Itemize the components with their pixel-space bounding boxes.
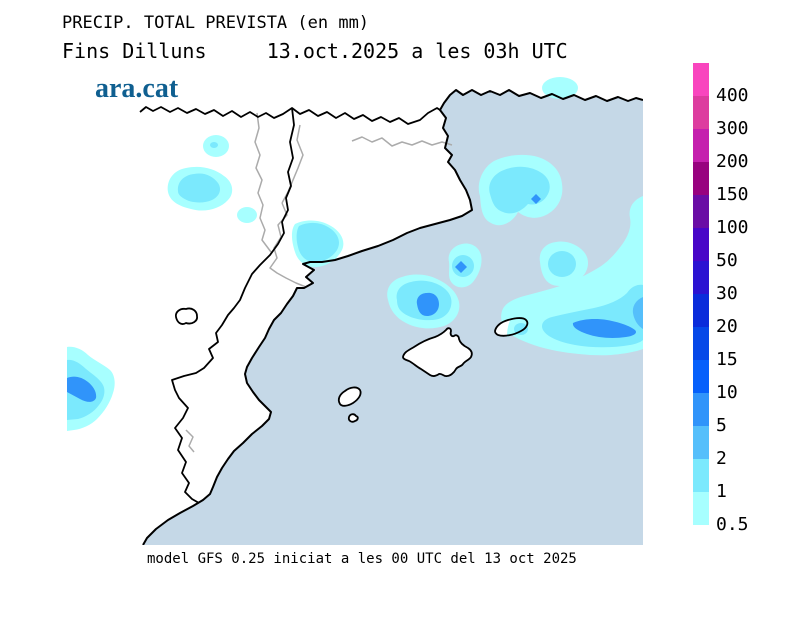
precip-patch-ne-ring-core <box>548 251 576 277</box>
precip-patch-gulf-dot <box>531 194 541 204</box>
precip-patches <box>67 77 643 431</box>
color-scale-segment <box>693 162 709 195</box>
region-borders <box>140 107 440 503</box>
color-scale-label: 200 <box>716 151 749 172</box>
color-scale-segment <box>693 393 709 426</box>
border-inland <box>172 108 294 503</box>
precip-patch-north-mallorca-core <box>416 292 439 316</box>
color-scale-label: 400 <box>716 85 749 106</box>
precip-patch-north-menorca-dot <box>455 261 467 273</box>
page-title: PRECIP. TOTAL PREVISTA (en mm) <box>62 13 370 33</box>
color-scale-segment <box>693 96 709 129</box>
color-scale-segment <box>693 426 709 459</box>
color-scale-label: 0.5 <box>716 514 749 535</box>
color-scale-label: 30 <box>716 283 738 304</box>
brand-logo: ara.cat <box>95 73 179 104</box>
border-pyrenees <box>140 107 440 124</box>
border-enclave <box>176 308 197 324</box>
color-scale-label: 20 <box>716 316 738 337</box>
color-scale-segment <box>693 294 709 327</box>
precip-patch-nw-small-core <box>210 142 218 148</box>
color-scale-label: 50 <box>716 250 738 271</box>
color-scale-segment <box>693 492 709 525</box>
color-scale-label: 100 <box>716 217 749 238</box>
color-scale-segment <box>693 129 709 162</box>
color-scale-segment <box>693 261 709 294</box>
precip-band-east-edge <box>632 297 643 329</box>
coastline <box>143 90 643 545</box>
color-scale-label: 5 <box>716 415 727 436</box>
color-scale-label: 15 <box>716 349 738 370</box>
color-scale-segment <box>693 63 709 96</box>
precip-patch-coast-core <box>296 222 339 262</box>
color-scale-segment <box>693 360 709 393</box>
island-mallorca <box>403 328 472 377</box>
color-scale-label: 300 <box>716 118 749 139</box>
precip-patch-west-edge-core <box>67 376 97 402</box>
color-scale-segment <box>693 327 709 360</box>
model-caption: model GFS 0.25 iniciat a les 00 UTC del … <box>147 551 577 567</box>
precip-patch-mid-small <box>237 207 257 223</box>
color-scale-label: 10 <box>716 382 738 403</box>
color-scale-label: 1 <box>716 481 727 502</box>
color-scale-segment <box>693 195 709 228</box>
island-outlines <box>339 318 528 422</box>
color-scale-label: 150 <box>716 184 749 205</box>
precip-band-east-core <box>572 319 636 338</box>
precip-color-scale <box>693 63 709 525</box>
precip-patch-nw-large-core <box>177 173 220 203</box>
color-scale-segment <box>693 228 709 261</box>
page-subtitle: Fins Dilluns 13.oct.2025 a les 03h UTC <box>62 39 568 63</box>
color-scale-segment <box>693 459 709 492</box>
color-scale-label: 2 <box>716 448 727 469</box>
